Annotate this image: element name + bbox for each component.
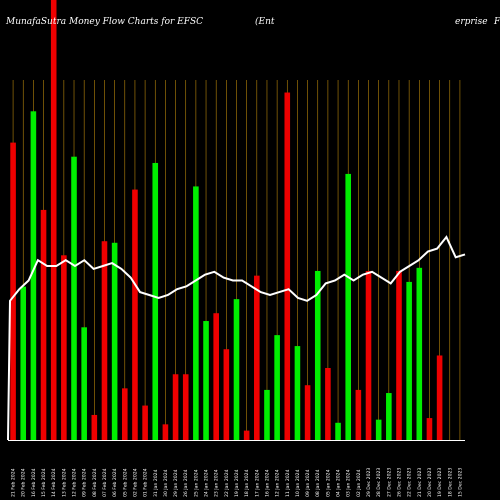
x-tick-label: 09 Jan 2024 xyxy=(305,469,311,497)
money-flow-bar xyxy=(71,156,77,440)
money-flow-bar xyxy=(396,270,402,440)
money-flow-bar xyxy=(111,242,118,440)
x-tick-label: 22 Jan 2024 xyxy=(224,469,230,497)
x-tick-label: 01 Feb 2024 xyxy=(143,468,149,497)
money-flow-bar xyxy=(193,186,199,440)
x-tick-label: 31 Jan 2024 xyxy=(153,469,159,497)
money-flow-bar xyxy=(325,368,331,440)
money-flow-bar xyxy=(243,430,250,440)
x-tick-label: 21 Feb 2024 xyxy=(11,468,17,497)
money-flow-bar xyxy=(162,424,169,440)
x-tick-label: 06 Feb 2024 xyxy=(112,468,118,497)
x-tick-label: 03 Jan 2024 xyxy=(346,469,352,497)
x-tick-label: 02 Jan 2024 xyxy=(356,469,362,497)
x-tick-label: 15 Feb 2024 xyxy=(41,468,47,497)
x-tick-label: 05 Jan 2024 xyxy=(325,469,331,497)
x-tick-label: 16 Feb 2024 xyxy=(31,468,37,497)
x-tick-label: 29 Jan 2024 xyxy=(173,469,179,497)
money-flow-bar xyxy=(365,270,372,440)
money-flow-bar xyxy=(406,281,412,440)
money-flow-bar xyxy=(355,389,362,440)
money-flow-bar xyxy=(294,346,301,440)
x-tick-label: 20 Feb 2024 xyxy=(21,468,27,497)
x-tick-label: 12 Feb 2024 xyxy=(72,468,78,497)
x-tick-label: 11 Jan 2024 xyxy=(285,469,291,497)
x-tick-label: 08 Jan 2024 xyxy=(315,469,321,497)
chart-title: MunafaSutra Money Flow Charts for EFSC (… xyxy=(5,16,500,27)
money-flow-bar xyxy=(121,388,128,440)
title-right: erprise xyxy=(455,17,488,27)
x-tick-label: 14 Feb 2024 xyxy=(51,468,57,497)
money-flow-bar xyxy=(436,355,443,440)
money-flow-bar xyxy=(304,385,311,440)
money-flow-bar xyxy=(142,405,148,440)
x-tick-label: 26 Jan 2024 xyxy=(183,469,189,497)
money-flow-bar xyxy=(172,374,179,440)
money-flow-bar xyxy=(101,241,108,440)
money-flow-bar xyxy=(233,299,240,440)
title-far: F xyxy=(493,17,500,27)
money-flow-bar xyxy=(10,142,16,440)
x-tick-label: 19 Jan 2024 xyxy=(234,469,240,497)
money-flow-bar xyxy=(345,173,352,441)
x-tick-label: 28 Dec 2023 xyxy=(376,468,382,497)
money-flow-bar xyxy=(30,111,37,440)
money-flow-bar xyxy=(223,349,230,440)
money-flow-bar xyxy=(213,313,219,440)
x-tick-label: 02 Feb 2024 xyxy=(132,468,138,497)
title-mid: (Ent xyxy=(255,16,275,27)
money-flow-bar xyxy=(203,321,209,440)
x-tick-label: 10 Jan 2024 xyxy=(295,469,301,497)
x-tick-label: 20 Dec 2023 xyxy=(427,468,433,497)
x-tick-label: 12 Jan 2024 xyxy=(275,469,281,497)
money-flow-bar xyxy=(426,418,433,440)
x-tick-label: 25 Jan 2024 xyxy=(193,469,199,497)
x-tick-label: 05 Feb 2024 xyxy=(122,468,128,497)
money-flow-bar xyxy=(132,189,138,440)
money-flow-bar xyxy=(264,389,270,440)
x-tick-label: 07 Feb 2024 xyxy=(102,468,108,497)
x-tick-label: 19 Dec 2023 xyxy=(437,468,443,497)
money-flow-bar xyxy=(274,335,280,440)
x-tick-label: 04 Jan 2024 xyxy=(336,469,342,497)
x-tick-label: 30 Jan 2024 xyxy=(163,469,169,497)
price-line-layer xyxy=(7,235,466,441)
x-tick-label: 16 Jan 2024 xyxy=(264,469,270,497)
money-flow-bar xyxy=(40,209,47,440)
money-flow-bar xyxy=(416,267,423,440)
money-flow-bar xyxy=(50,0,57,440)
x-tick-labels: 21 Feb 2024 20 Feb 2024 16 Feb 2024 15 Feb … xyxy=(11,468,464,497)
money-flow-bar xyxy=(91,414,98,440)
x-tick-label: 29 Dec 2023 xyxy=(366,468,372,497)
x-tick-label: 13 Feb 2024 xyxy=(61,468,67,497)
x-tick-label: 15 Dec 2023 xyxy=(457,468,463,497)
money-flow-bar xyxy=(284,92,291,441)
x-tick-label: 26 Dec 2023 xyxy=(396,468,402,497)
x-tick-label: 21 Dec 2023 xyxy=(417,468,423,497)
money-flow-bar xyxy=(314,270,321,440)
x-tick-label: 17 Jan 2024 xyxy=(254,469,260,497)
money-flow-bar xyxy=(254,275,260,440)
money-flow-bar xyxy=(20,286,27,440)
money-flow-bar xyxy=(182,374,189,440)
money-flow-bar xyxy=(386,393,392,440)
x-tick-label: 08 Feb 2024 xyxy=(92,468,98,497)
bars xyxy=(10,0,443,441)
x-tick-label: 24 Jan 2024 xyxy=(204,469,210,497)
money-flow-bar xyxy=(152,162,159,440)
x-tick-label: 27 Dec 2023 xyxy=(386,468,392,497)
x-tick-label: 09 Feb 2024 xyxy=(82,468,88,497)
x-tick-label: 18 Jan 2024 xyxy=(244,469,250,497)
title-left: MunafaSutra Money Flow Charts for EFSC xyxy=(5,17,203,27)
x-tick-label: 22 Dec 2023 xyxy=(407,468,413,497)
price-line xyxy=(7,235,466,441)
money-flow-bar xyxy=(81,327,87,440)
money-flow-bar xyxy=(61,255,67,440)
money-flow-bar xyxy=(335,422,341,440)
x-tick-label: 23 Jan 2024 xyxy=(214,469,220,497)
money-flow-bar xyxy=(375,419,382,440)
x-tick-label: 18 Dec 2023 xyxy=(447,468,453,497)
